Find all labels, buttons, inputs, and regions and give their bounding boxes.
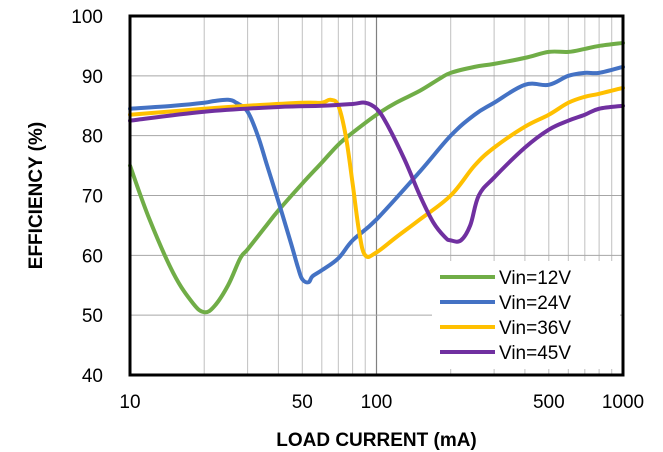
x-tick-label: 50: [292, 392, 313, 413]
y-tick-label: 90: [82, 67, 103, 88]
y-tick-label: 40: [82, 366, 103, 387]
x-tick-label: 100: [361, 392, 393, 413]
legend: Vin=12V Vin=24V Vin=36V Vin=45V: [432, 261, 620, 369]
series-line-2: [128, 64, 625, 285]
legend-label-4: Vin=45V: [499, 343, 571, 364]
y-tick-label: 70: [82, 187, 103, 208]
y-tick-label: 80: [82, 127, 103, 148]
series-lines: [128, 40, 625, 315]
x-axis-title: LOAD CURRENT (mA): [276, 430, 477, 451]
y-tick-label: 100: [71, 7, 103, 28]
x-tick-label: 1000: [602, 392, 644, 413]
tick-labels: 40 50 60 70 80 90 100 10 50 100 500 1000: [71, 7, 644, 413]
y-axis-title: EFFICIENCY (%): [26, 122, 47, 269]
series-line-3: [128, 85, 625, 259]
y-tick-label: 50: [82, 306, 103, 327]
legend-label-3: Vin=36V: [499, 318, 571, 339]
x-tick-label: 500: [533, 392, 565, 413]
plot-area-frame: [128, 14, 625, 377]
legend-label-2: Vin=24V: [499, 293, 571, 314]
x-tick-label: 10: [119, 392, 140, 413]
legend-label-1: Vin=12V: [499, 268, 571, 289]
series-line-4: [128, 100, 625, 244]
y-tick-label: 60: [82, 246, 103, 267]
